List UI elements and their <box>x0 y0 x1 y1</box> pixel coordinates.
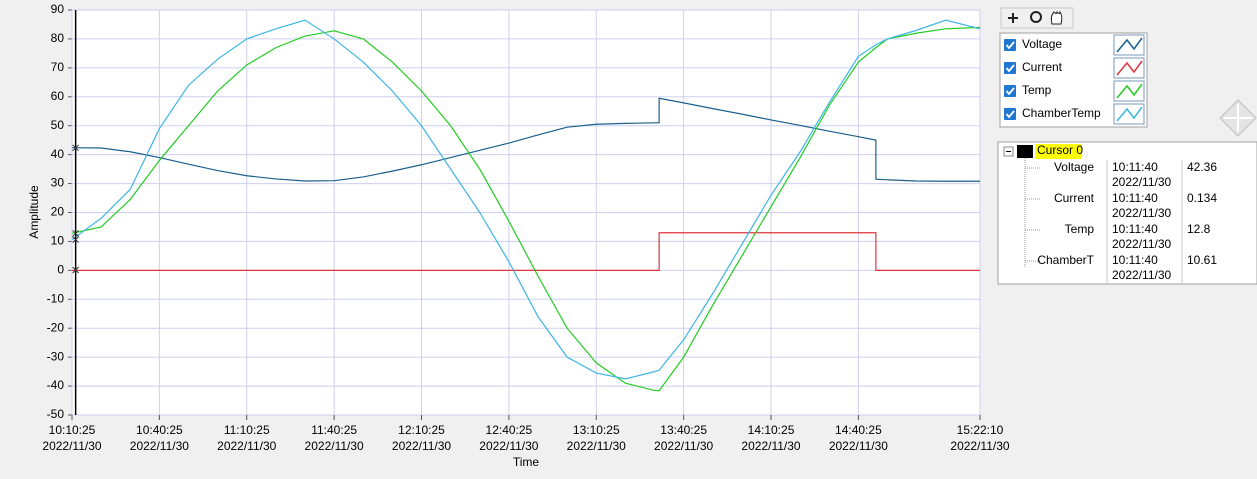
x-tick-date: 2022/11/30 <box>305 439 364 453</box>
x-tick-date: 2022/11/30 <box>217 439 276 453</box>
x-tick-label: 10:40:25 <box>136 423 183 437</box>
x-tick-label: 10:10:25 <box>49 423 96 437</box>
cursor-row-time: 10:11:40 <box>1112 160 1158 174</box>
y-tick-label: 40 <box>51 147 65 161</box>
x-tick-label: 14:10:25 <box>748 423 795 437</box>
legend-check <box>1005 87 1015 96</box>
navigation-pad[interactable] <box>1219 99 1257 137</box>
legend-plot-box[interactable] <box>1113 57 1145 79</box>
legend-label: Voltage <box>1022 37 1062 51</box>
x-tick-date: 2022/11/30 <box>567 439 626 453</box>
cursor-row-date: 2022/11/30 <box>1112 175 1171 189</box>
cursor-row-label: Voltage <box>1054 160 1094 174</box>
x-tick-label: 11:40:25 <box>311 423 357 437</box>
legend-checkbox[interactable] <box>1004 39 1016 51</box>
cursor-row-date: 2022/11/30 <box>1112 268 1171 282</box>
legend-checkbox[interactable] <box>1004 62 1016 74</box>
y-tick-label: 90 <box>51 2 65 16</box>
x-axis-label: Time <box>513 455 540 469</box>
legend-label: Temp <box>1022 83 1052 97</box>
cursor-row-label: Current <box>1054 191 1095 205</box>
y-tick-label: -20 <box>47 320 65 334</box>
x-tick-label: 15:22:10 <box>957 423 1004 437</box>
x-tick-label: 13:40:25 <box>660 423 707 437</box>
tree-lines <box>1024 158 1040 268</box>
zoom-tool[interactable] <box>1030 11 1042 23</box>
y-tick-label: 80 <box>51 31 65 45</box>
legend-check <box>1005 110 1015 119</box>
cursor-swatch[interactable] <box>1017 145 1033 158</box>
cursor-row-value: 10.61 <box>1187 253 1217 267</box>
y-tick-label: 60 <box>51 89 65 103</box>
cursor-marker <box>72 144 79 152</box>
cursor-row-date: 2022/11/30 <box>1112 237 1171 251</box>
x-tick-date: 2022/11/30 <box>829 439 888 453</box>
y-tick-label: 0 <box>57 263 64 277</box>
legend-check <box>1005 64 1015 73</box>
x-tick-date: 2022/11/30 <box>479 439 538 453</box>
graph-palette[interactable] <box>1000 7 1074 29</box>
y-tick-label: -50 <box>47 407 65 421</box>
cursor-highlight <box>1035 144 1082 159</box>
cursor-row-value: 12.8 <box>1187 222 1211 236</box>
cursor-row-time: 10:11:40 <box>1112 191 1158 205</box>
legend-swatch <box>1116 60 1143 76</box>
series-line <box>71 97 980 182</box>
series-line <box>72 232 980 271</box>
cursor-marker <box>72 266 79 274</box>
legend-label: ChamberTemp <box>1022 106 1101 120</box>
y-tick-label: -10 <box>47 291 65 305</box>
legend-check <box>1005 41 1015 50</box>
x-tick-label: 12:40:25 <box>486 423 533 437</box>
cursor-marker <box>72 229 79 237</box>
x-tick-date: 2022/11/30 <box>42 439 101 453</box>
x-tick-date: 2022/11/30 <box>950 439 1009 453</box>
legend-swatch <box>1116 37 1143 53</box>
legend-swatch <box>1116 106 1143 122</box>
legend-checkbox[interactable] <box>1004 108 1016 120</box>
column-lines <box>1106 160 1183 284</box>
cursor-tool[interactable] <box>1008 13 1018 23</box>
y-tick-label: 30 <box>51 176 65 190</box>
cursor-row-value: 42.36 <box>1187 160 1217 174</box>
cursor-row-time: 10:11:40 <box>1112 222 1158 236</box>
cursor-marker <box>72 236 79 244</box>
x-tick-date: 2022/11/30 <box>741 439 800 453</box>
x-tick-date: 2022/11/30 <box>654 439 713 453</box>
cursor-row-label: Temp <box>1065 222 1095 236</box>
nav-cross <box>1224 104 1252 132</box>
pan-tool[interactable] <box>1050 10 1063 25</box>
series-line <box>71 19 981 380</box>
cursor-row-time: 10:11:40 <box>1112 253 1158 267</box>
legend-plot-box[interactable] <box>1113 80 1145 102</box>
x-tick-label: 14:40:25 <box>835 423 882 437</box>
cursor-row-label: ChamberT <box>1037 253 1094 267</box>
legend-plot-box[interactable] <box>1113 34 1145 56</box>
series-line <box>71 26 981 392</box>
y-tick-label: 50 <box>51 118 65 132</box>
y-tick-label: -40 <box>47 378 65 392</box>
x-tick-date: 2022/11/30 <box>130 439 189 453</box>
cursor-name: Cursor 0 <box>1037 143 1083 157</box>
legend-checkbox[interactable] <box>1004 85 1016 97</box>
x-tick-label: 12:10:25 <box>398 423 445 437</box>
x-tick-label: 11:10:25 <box>224 423 270 437</box>
legend-swatch <box>1116 83 1143 99</box>
y-tick-label: 70 <box>51 60 65 74</box>
legend-label: Current <box>1022 60 1063 74</box>
cursor-row-date: 2022/11/30 <box>1112 206 1171 220</box>
legend-plot-box[interactable] <box>1113 103 1145 125</box>
cursor-row-value: 0.134 <box>1187 191 1217 205</box>
x-tick-date: 2022/11/30 <box>392 439 451 453</box>
x-tick-label: 13:10:25 <box>573 423 620 437</box>
y-tick-label: 10 <box>51 234 65 248</box>
y-tick-label: 20 <box>51 205 65 219</box>
y-axis-label: Amplitude <box>27 185 41 239</box>
cursor-panel <box>997 141 1257 285</box>
y-tick-label: -30 <box>47 349 65 363</box>
